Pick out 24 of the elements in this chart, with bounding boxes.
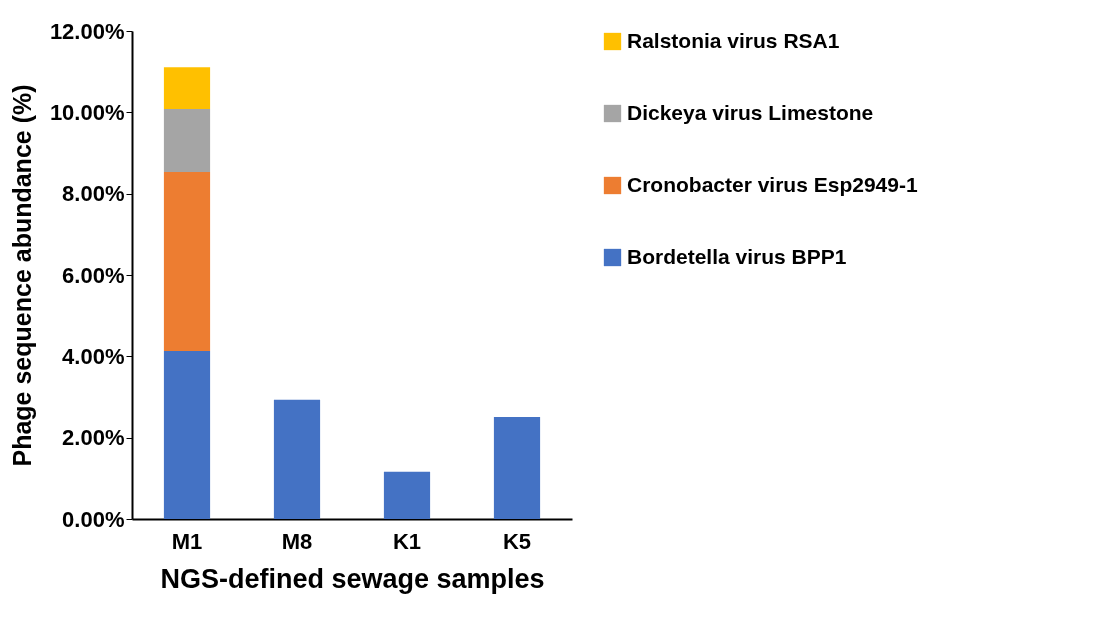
legend-label: Ralstonia virus RSA1 — [627, 28, 840, 52]
y-tick-label: 2.00% — [62, 425, 125, 451]
y-tick-label: 12.00% — [49, 18, 125, 44]
y-tick-label: 4.00% — [62, 343, 125, 369]
y-tick-label: 6.00% — [62, 262, 125, 288]
x-tick-label: K1 — [392, 528, 422, 554]
bar — [383, 471, 431, 519]
legend-label: Cronobacter virus Esp2949-1 — [627, 172, 918, 196]
x-axis-title: NGS-defined sewage samples — [160, 563, 545, 594]
bar — [163, 67, 211, 110]
x-tick-label: K5 — [502, 528, 532, 554]
legend-label: Dickeya virus Limestone — [627, 100, 874, 124]
y-tick-label: 8.00% — [62, 181, 125, 207]
legend-label: Bordetella virus BPP1 — [627, 244, 847, 268]
bar — [163, 351, 211, 519]
y-tick-label: 0.00% — [62, 506, 125, 532]
bar — [493, 416, 541, 519]
x-tick-label: M1 — [171, 528, 203, 554]
bar — [273, 399, 321, 519]
x-tick-label: M8 — [281, 528, 313, 554]
y-axis-title: Phage sequence abundance (%) — [7, 84, 36, 467]
y-tick-label: 10.00% — [49, 99, 125, 125]
bar — [163, 172, 211, 352]
bar — [163, 109, 211, 173]
